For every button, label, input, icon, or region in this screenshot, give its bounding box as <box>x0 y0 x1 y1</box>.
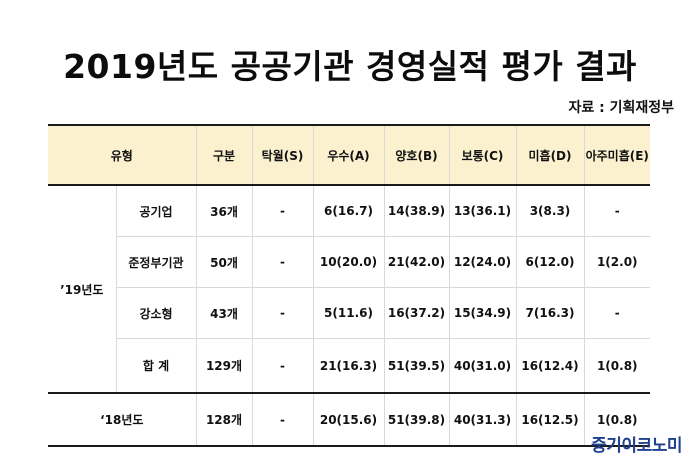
header-s: 탁월(S) <box>252 124 314 186</box>
cell-d: 7(16.3) <box>516 287 585 339</box>
cell-c: 13(36.1) <box>449 185 517 237</box>
header-category: 구분 <box>196 124 253 186</box>
cell-d: 16(12.5) <box>516 393 585 447</box>
group-label: ’19년도 <box>48 185 117 394</box>
cell-d: 3(8.3) <box>516 185 585 237</box>
table-row-prev-year: ‘18년도 128개 - 20(15.6) 51(39.8) 40(31.3) … <box>48 393 650 447</box>
row-count: 36개 <box>196 185 253 237</box>
header-e: 아주미흡(E) <box>584 124 650 186</box>
table-header-row: 유형 구분 탁월(S) 우수(A) 양호(B) 보통(C) 미흡(D) 아주미흡… <box>48 124 650 186</box>
cell-d: 6(12.0) <box>516 236 585 288</box>
cell-a: 5(11.6) <box>313 287 385 339</box>
cell-s: - <box>252 338 314 394</box>
cell-b: 51(39.5) <box>384 338 450 394</box>
row-count: 129개 <box>196 338 253 394</box>
cell-s: - <box>252 393 314 447</box>
table-row: ’19년도 공기업 36개 - 6(16.7) 14(38.9) 13(36.1… <box>48 185 650 394</box>
row-type: 공기업 <box>116 185 197 237</box>
cell-e: 1(0.8) <box>584 338 650 394</box>
cell-e: - <box>584 287 650 339</box>
header-a: 우수(A) <box>313 124 385 186</box>
row-type: 준정부기관 <box>116 236 197 288</box>
page-title: 2019년도 공공기관 경영실적 평가 결과 <box>63 47 637 86</box>
publisher-logo: 중기이코노미 <box>591 436 682 456</box>
table-row: 강소형 43개 - 5(11.6) 16(37.2) 15(34.9) 7(16… <box>48 287 650 339</box>
cell-e: 1(2.0) <box>584 236 650 288</box>
row-count: 128개 <box>196 393 253 447</box>
cell-c: 40(31.0) <box>449 338 517 394</box>
header-d: 미흡(D) <box>516 124 585 186</box>
cell-d: 16(12.4) <box>516 338 585 394</box>
cell-b: 51(39.8) <box>384 393 450 447</box>
table-row-total: 합 계 129개 - 21(16.3) 51(39.5) 40(31.0) 16… <box>48 338 650 394</box>
cell-e: 1(0.8) <box>584 393 650 447</box>
source-note: 자료 : 기획재정부 <box>568 100 674 116</box>
results-table: 유형 구분 탁월(S) 우수(A) 양호(B) 보통(C) 미흡(D) 아주미흡… <box>48 124 650 447</box>
row-count: 50개 <box>196 236 253 288</box>
cell-c: 15(34.9) <box>449 287 517 339</box>
cell-a: 21(16.3) <box>313 338 385 394</box>
cell-c: 40(31.3) <box>449 393 517 447</box>
row-type: 강소형 <box>116 287 197 339</box>
row-count: 43개 <box>196 287 253 339</box>
prev-year-label: ‘18년도 <box>48 393 197 447</box>
cell-b: 16(37.2) <box>384 287 450 339</box>
cell-a: 6(16.7) <box>313 185 385 237</box>
cell-a: 10(20.0) <box>313 236 385 288</box>
header-b: 양호(B) <box>384 124 450 186</box>
header-c: 보통(C) <box>449 124 517 186</box>
table-row: 준정부기관 50개 - 10(20.0) 21(42.0) 12(24.0) 6… <box>48 236 650 288</box>
cell-a: 20(15.6) <box>313 393 385 447</box>
cell-c: 12(24.0) <box>449 236 517 288</box>
row-type: 합 계 <box>116 338 197 394</box>
header-type: 유형 <box>48 124 197 186</box>
cell-e: - <box>584 185 650 237</box>
cell-b: 14(38.9) <box>384 185 450 237</box>
cell-b: 21(42.0) <box>384 236 450 288</box>
cell-s: - <box>252 185 314 237</box>
cell-s: - <box>252 236 314 288</box>
cell-s: - <box>252 287 314 339</box>
